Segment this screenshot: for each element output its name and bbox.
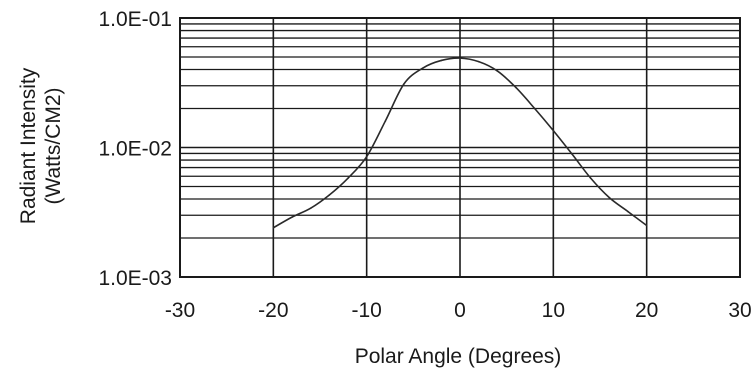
data-point	[309, 207, 312, 209]
data-point	[515, 86, 517, 89]
data-point	[627, 210, 629, 213]
data-point	[571, 153, 573, 155]
data-point	[403, 83, 405, 85]
y-axis-title: Radiant Intensity (Watts/CM2)	[17, 67, 65, 224]
data-point	[477, 60, 480, 63]
chart-grid	[179, 18, 741, 278]
x-tick-label: 30	[728, 299, 751, 322]
x-axis-title: Polar Angle (Degrees)	[355, 345, 562, 368]
data-point	[608, 196, 611, 199]
chart-series	[272, 57, 648, 229]
y-axis-title-line-2: (Watts/CM2)	[42, 87, 65, 204]
x-tick-labels: -30 -20 -10 0 10 20 30	[165, 299, 752, 322]
data-point	[459, 57, 461, 59]
y-tick-label: 1.0E-01	[98, 8, 172, 31]
data-point	[291, 216, 293, 218]
x-tick-label: -30	[165, 299, 195, 322]
y-tick-label: 1.0E-03	[98, 267, 172, 290]
data-point	[384, 120, 387, 122]
data-point	[328, 194, 331, 196]
data-point	[421, 67, 424, 69]
y-tick-label: 1.0E-02	[98, 138, 172, 161]
data-point	[365, 155, 368, 158]
y-axis-title-line-1: Radiant Intensity	[17, 67, 40, 224]
data-point	[347, 177, 349, 179]
data-point	[272, 226, 275, 229]
data-point	[440, 59, 443, 62]
y-tick-labels: 1.0E-03 1.0E-02 1.0E-01	[98, 8, 172, 290]
data-point	[589, 177, 592, 179]
data-point	[552, 129, 555, 132]
x-tick-label: 10	[542, 299, 565, 322]
x-tick-label: 20	[635, 299, 658, 322]
x-tick-label: 0	[454, 299, 466, 322]
data-point	[496, 70, 499, 72]
data-point	[645, 224, 648, 227]
x-tick-label: -20	[258, 299, 288, 322]
x-tick-label: -10	[351, 299, 381, 322]
plot-frame	[179, 17, 741, 278]
data-point	[533, 107, 536, 110]
